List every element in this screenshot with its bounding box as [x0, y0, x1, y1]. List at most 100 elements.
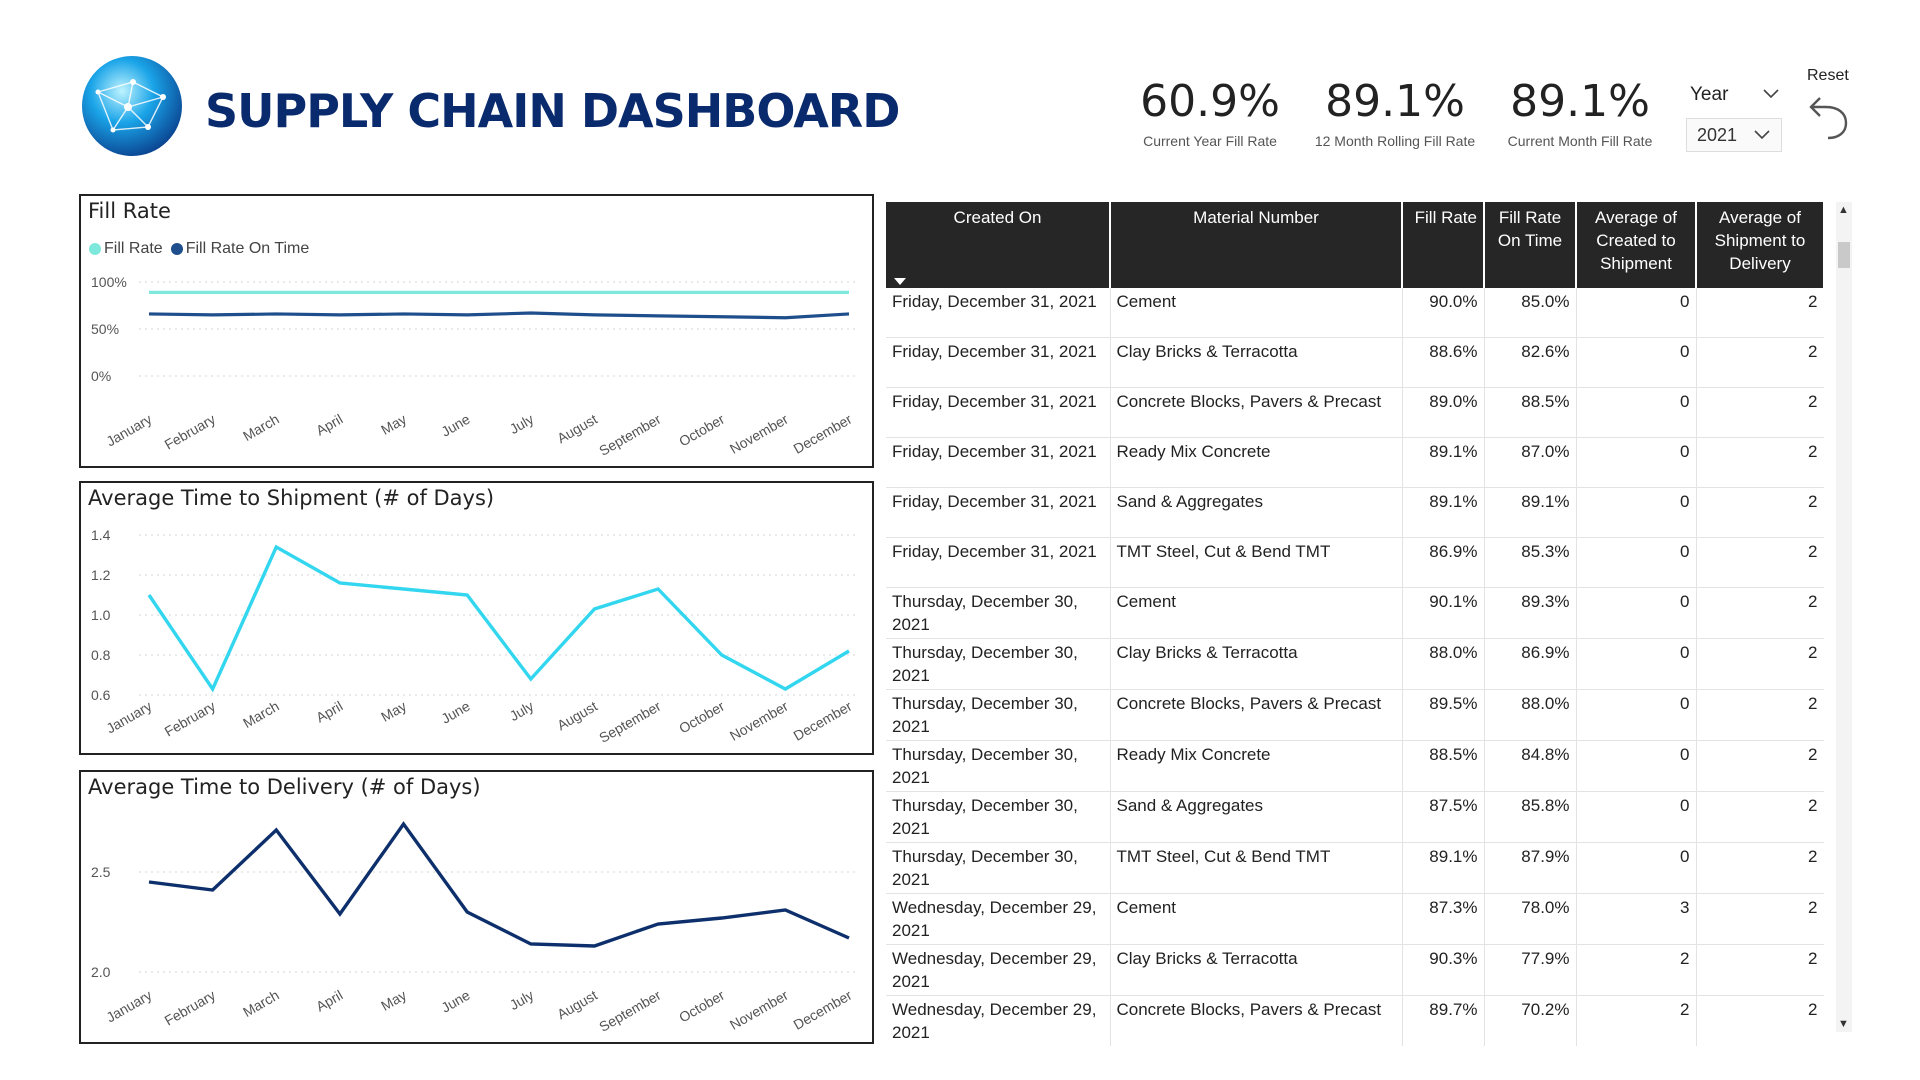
table-cell: 70.2% [1484, 995, 1577, 1046]
table-cell: 0 [1576, 437, 1697, 488]
column-header-label: Average of Created to Shipment [1595, 208, 1677, 273]
y-tick-label: 1.2 [91, 567, 111, 583]
table-cell: 2 [1696, 842, 1824, 894]
table-cell: Thursday, December 30, 2021 [886, 689, 1111, 741]
x-tick-label: November [727, 411, 791, 457]
data-table: Created On Material Number Fill Rate Fil… [886, 202, 1824, 1046]
table-cell: 88.5% [1484, 387, 1577, 438]
table-row[interactable]: Thursday, December 30, 2021 Clay Bricks &… [886, 638, 1824, 690]
x-tick-label: March [240, 987, 282, 1020]
table-cell: Concrete Blocks, Pavers & Precast [1110, 689, 1403, 741]
table-cell: TMT Steel, Cut & Bend TMT [1110, 842, 1403, 894]
table-cell: 84.8% [1484, 740, 1577, 792]
delivery-time-chart: Average Time to Delivery (# of Days) 2.5… [79, 770, 874, 1044]
table-cell: 0 [1576, 791, 1697, 843]
series-line[interactable] [147, 544, 850, 693]
y-tick-label: 100% [91, 274, 127, 290]
table-cell: Friday, December 31, 2021 [886, 537, 1111, 588]
column-header-created-on[interactable]: Created On [886, 202, 1111, 288]
column-header-created-to-shipment[interactable]: Average of Created to Shipment [1576, 202, 1697, 288]
table-cell: 2 [1696, 893, 1824, 945]
chart-legend: Fill Rate Fill Rate On Time [89, 240, 309, 258]
legend-dot [170, 243, 183, 255]
table-cell: 2 [1696, 587, 1824, 639]
column-header-label: Material Number [1193, 208, 1319, 227]
column-header-fill-rate-on-time[interactable]: Fill Rate On Time [1484, 202, 1577, 288]
table-row[interactable]: Thursday, December 30, 2021 TMT Steel, Cu… [886, 842, 1824, 894]
table-row[interactable]: Friday, December 31, 2021 Concrete Blocks… [886, 387, 1824, 438]
column-header-label: Average of Shipment to Delivery [1714, 208, 1806, 273]
table-row[interactable]: Friday, December 31, 2021 Clay Bricks & T… [886, 337, 1824, 388]
scrollbar-thumb[interactable] [1838, 242, 1850, 268]
chart-title: Average Time to Shipment (# of Days) [88, 486, 495, 510]
table-row[interactable]: Friday, December 31, 2021 Ready Mix Concr… [886, 437, 1824, 488]
table-cell: 85.8% [1484, 791, 1577, 843]
series-line[interactable] [148, 821, 850, 948]
column-header-shipment-to-delivery[interactable]: Average of Shipment to Delivery [1696, 202, 1824, 288]
y-tick-label: 0.6 [91, 687, 111, 703]
table-cell: 89.7% [1402, 995, 1485, 1046]
reset-undo-icon[interactable] [1806, 95, 1850, 141]
x-tick-label: May [378, 411, 409, 438]
table-row[interactable]: Thursday, December 30, 2021 Cement 90.1% 89… [886, 587, 1824, 639]
table-scrollbar[interactable]: ▲ ▼ [1836, 202, 1852, 1032]
column-header-material-number[interactable]: Material Number [1110, 202, 1403, 288]
y-tick-label: 2.0 [91, 964, 111, 980]
legend-item-fill-rate[interactable]: Fill Rate [89, 240, 163, 258]
table-cell: 89.1% [1402, 842, 1485, 894]
x-tick-label: August [554, 411, 600, 447]
table-cell: Ready Mix Concrete [1110, 437, 1403, 488]
x-tick-label: October [676, 987, 727, 1026]
x-tick-label: April [313, 698, 345, 726]
table-cell: 87.3% [1402, 893, 1485, 945]
chevron-down-icon [1754, 130, 1770, 140]
scroll-up-icon[interactable]: ▲ [1838, 204, 1849, 216]
table-cell: Thursday, December 30, 2021 [886, 791, 1111, 843]
x-tick-label: January [103, 411, 154, 450]
table-cell: Concrete Blocks, Pavers & Precast [1110, 387, 1403, 438]
table-row[interactable]: Thursday, December 30, 2021 Ready Mix Con… [886, 740, 1824, 792]
table-cell: 90.1% [1402, 587, 1485, 639]
table-cell: 0 [1576, 587, 1697, 639]
table-row[interactable]: Thursday, December 30, 2021 Concrete Bloc… [886, 689, 1824, 741]
table-cell: 0 [1576, 337, 1697, 388]
x-tick-label: December [791, 411, 855, 457]
table-row[interactable]: Friday, December 31, 2021 Cement 90.0% 85.0… [886, 288, 1824, 338]
x-tick-label: July [507, 987, 537, 1013]
series-line[interactable] [148, 311, 850, 320]
x-tick-label: January [103, 987, 154, 1026]
table-cell: 82.6% [1484, 337, 1577, 388]
table-row[interactable]: Friday, December 31, 2021 Sand & Aggregat… [886, 487, 1824, 538]
column-header-label: Created On [953, 208, 1042, 227]
x-tick-label: April [313, 411, 345, 439]
legend-item-fill-rate-on-time[interactable]: Fill Rate On Time [170, 240, 309, 258]
table-row[interactable]: Friday, December 31, 2021 TMT Steel, Cut … [886, 537, 1824, 588]
legend-dot [89, 243, 101, 255]
year-dropdown[interactable]: 2021 [1686, 118, 1782, 152]
y-tick-label: 0% [91, 368, 111, 384]
table-cell: Thursday, December 30, 2021 [886, 740, 1111, 792]
table-cell: 89.1% [1402, 437, 1485, 488]
table-cell: 90.0% [1402, 288, 1485, 338]
table-cell: Cement [1110, 893, 1403, 945]
table-cell: 2 [1696, 487, 1824, 538]
table-row[interactable]: Wednesday, December 29, 2021 Cement 87.3% 7… [886, 893, 1824, 945]
column-header-fill-rate[interactable]: Fill Rate [1402, 202, 1485, 288]
table-cell: 87.5% [1402, 791, 1485, 843]
kpi-current-year-fill-rate: 60.9% Current Year Fill Rate [1130, 76, 1290, 149]
y-tick-label: 2.5 [91, 864, 111, 880]
x-tick-label: February [162, 698, 219, 740]
x-tick-label: September [596, 698, 664, 746]
x-tick-label: September [596, 411, 664, 459]
chevron-down-icon[interactable] [1762, 88, 1780, 100]
table-cell: Sand & Aggregates [1110, 487, 1403, 538]
table-cell: 88.0% [1484, 689, 1577, 741]
table-cell: 0 [1576, 537, 1697, 588]
table-row[interactable]: Thursday, December 30, 2021 Sand & Aggreg… [886, 791, 1824, 843]
table-row[interactable]: Wednesday, December 29, 2021 Clay Bricks … [886, 944, 1824, 996]
fill-rate-plot: 100% 50% 0% January February March April May Jun… [91, 274, 859, 459]
table-row[interactable]: Wednesday, December 29, 2021 Concrete Blo… [886, 995, 1824, 1046]
fill-rate-chart: Fill Rate Fill Rate Fill Rate On Time 10… [79, 194, 874, 468]
scroll-down-icon[interactable]: ▼ [1838, 1018, 1849, 1030]
